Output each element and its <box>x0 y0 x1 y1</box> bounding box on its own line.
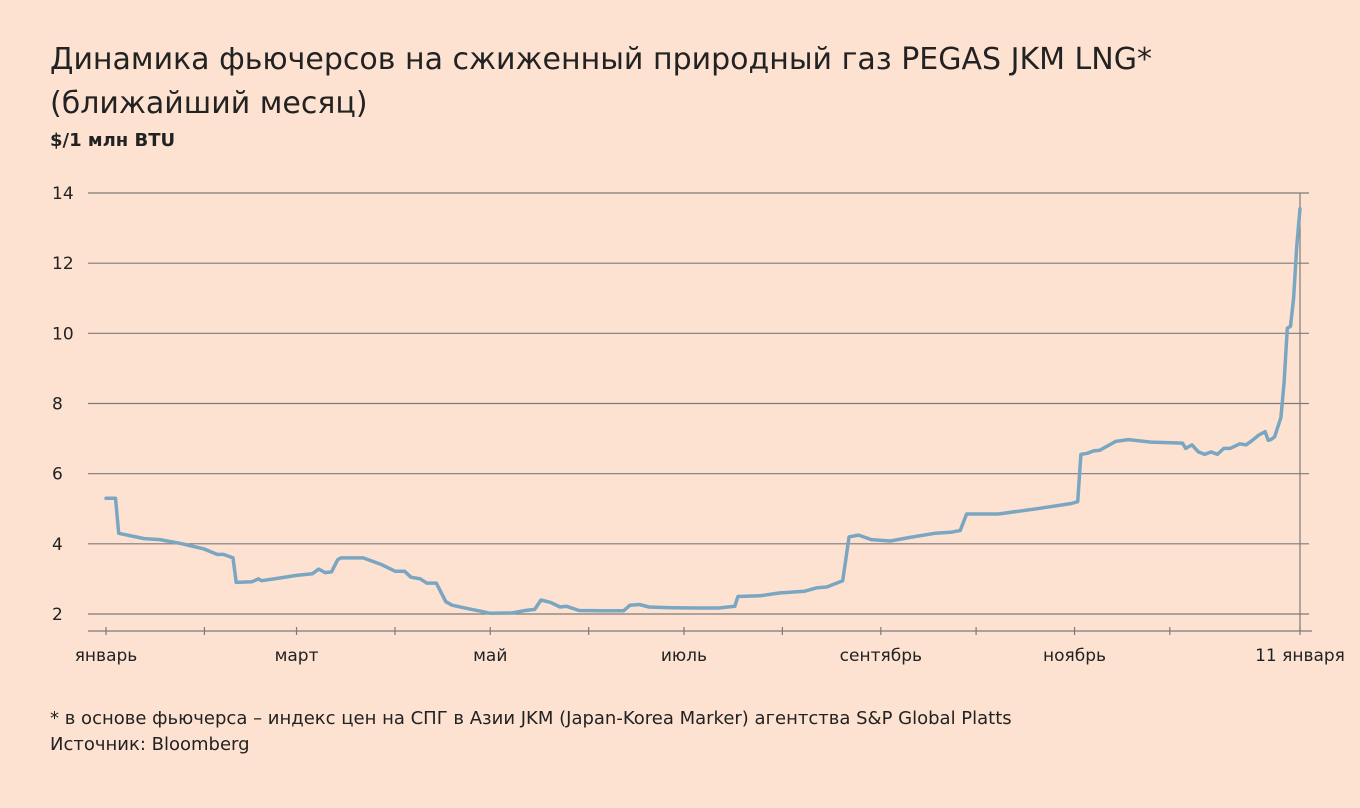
series-line-0 <box>104 207 1302 616</box>
y-tick-label-2: 2 <box>52 605 63 625</box>
title-line-1: Динамика фьючерсов на сжиженный природны… <box>50 42 1152 77</box>
footnote: * в основе фьючерса – индекс цен на СПГ … <box>50 708 1012 729</box>
y-axis-tick-labels: 2 4 6 8 10 12 14 <box>52 184 74 625</box>
title-line-2: (ближайший месяц) <box>50 86 368 121</box>
x-tick-label-4: май <box>473 646 507 666</box>
chart-title: Динамика фьючерсов на сжиженный природны… <box>50 38 1290 126</box>
unit-label: $/1 млн BTU <box>50 130 176 151</box>
grid-lines <box>88 192 1309 631</box>
series-layer <box>104 207 1302 616</box>
x-tick-label-10: ноябрь <box>1043 646 1106 666</box>
x-axis: январь март май июль сентябрь ноябрь 11 января <box>75 627 1345 666</box>
x-tick-label-2: март <box>275 646 319 666</box>
y-tick-label-8: 8 <box>52 395 63 415</box>
line-chart: 2 4 6 8 10 12 14 январь март май июль сентябрь нояб… <box>52 184 1345 666</box>
x-tick-label-0: январь <box>75 646 138 666</box>
x-tick-label-8: сентябрь <box>840 646 922 666</box>
x-tick-label-6: июль <box>661 646 707 666</box>
y-tick-label-14: 14 <box>52 184 74 204</box>
y-tick-label-6: 6 <box>52 465 63 485</box>
footnote-block: * в основе фьючерса – индекс цен на СПГ … <box>50 706 1012 758</box>
source: Источник: Bloomberg <box>50 734 250 755</box>
x-tick-label-12: 11 января <box>1255 646 1345 666</box>
y-tick-label-10: 10 <box>52 324 74 344</box>
y-tick-label-4: 4 <box>52 535 63 555</box>
y-tick-label-12: 12 <box>52 254 74 274</box>
